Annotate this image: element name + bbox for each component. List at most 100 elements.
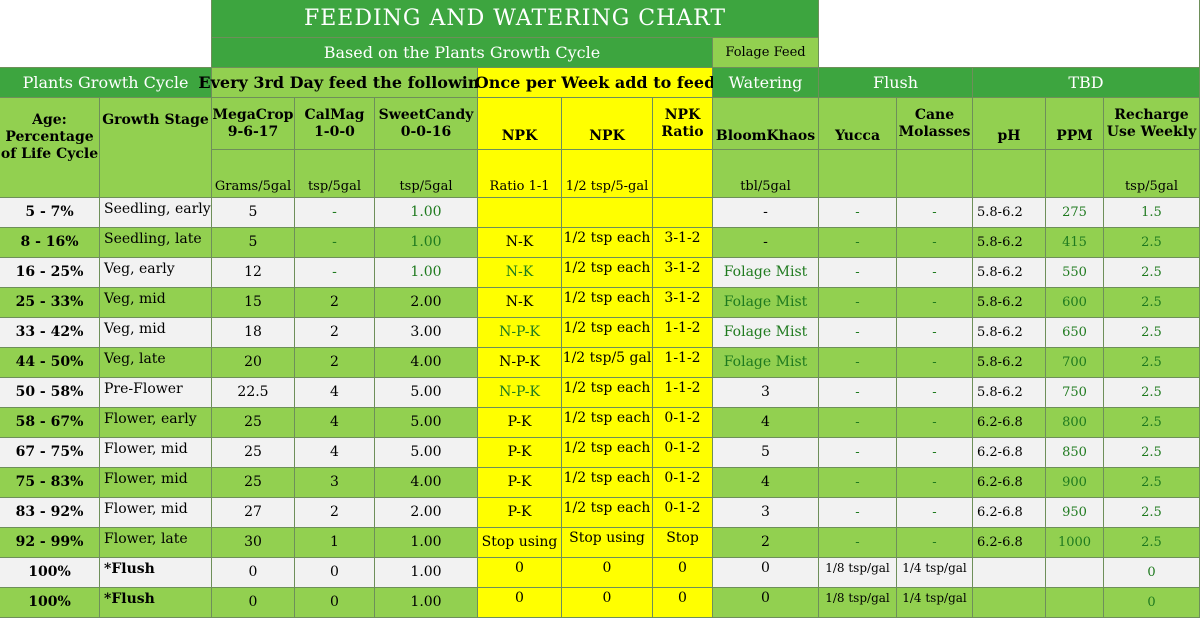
table-cell[interactable]: 1.00 [375,528,478,558]
table-cell[interactable]: 750 [1046,378,1104,408]
table-cell[interactable]: 22.5 [212,378,295,408]
table-cell[interactable]: 1/2 tsp each [562,318,653,348]
table-cell[interactable]: 1.5 [1104,198,1200,228]
table-cell[interactable]: 25 - 33% [0,288,100,318]
table-cell[interactable]: Flower, late [100,528,212,558]
table-cell[interactable]: Folage Mist [713,318,819,348]
table-cell[interactable]: 700 [1046,348,1104,378]
table-cell[interactable]: 0 [478,558,562,588]
table-cell[interactable]: 2 [295,318,375,348]
table-cell[interactable]: 0-1-2 [653,498,713,528]
table-cell[interactable]: 6.2-6.8 [973,438,1046,468]
table-cell[interactable]: 5.00 [375,438,478,468]
col-header-8[interactable]: BloomKhaos [713,98,819,150]
col-header-7[interactable]: NPK Ratio [653,98,713,150]
table-cell[interactable]: - [819,438,897,468]
table-cell[interactable]: Flower, mid [100,438,212,468]
table-cell[interactable]: - [819,198,897,228]
table-cell[interactable] [478,198,562,228]
table-cell[interactable]: N-K [478,288,562,318]
chart-subtitle[interactable]: Based on the Plants Growth Cycle [212,38,713,68]
table-cell[interactable]: 4.00 [375,468,478,498]
table-cell[interactable]: - [819,288,897,318]
table-cell[interactable]: 1/2 tsp each [562,228,653,258]
table-cell[interactable]: 6.2-6.8 [973,408,1046,438]
table-cell[interactable]: 0 [713,558,819,588]
table-cell[interactable]: 15 [212,288,295,318]
table-cell[interactable]: 16 - 25% [0,258,100,288]
table-cell[interactable]: 275 [1046,198,1104,228]
table-cell[interactable]: Stop using [562,528,653,558]
table-cell[interactable]: 0 [478,588,562,618]
table-cell[interactable]: 2 [713,528,819,558]
col-unit-5[interactable]: Ratio 1-1 [478,150,562,198]
table-cell[interactable]: 2.5 [1104,438,1200,468]
table-cell[interactable]: - [295,258,375,288]
table-cell[interactable]: 25 [212,438,295,468]
table-cell[interactable]: P-K [478,408,562,438]
table-cell[interactable]: - [819,318,897,348]
table-cell[interactable]: 2.5 [1104,528,1200,558]
table-cell[interactable]: 0 [562,558,653,588]
table-cell[interactable]: Folage Mist [713,348,819,378]
table-cell[interactable]: 5.8-6.2 [973,288,1046,318]
table-cell[interactable]: 900 [1046,468,1104,498]
table-cell[interactable]: 1.00 [375,228,478,258]
table-cell[interactable] [1046,588,1104,618]
table-cell[interactable]: 5.8-6.2 [973,348,1046,378]
table-cell[interactable]: 2.5 [1104,498,1200,528]
table-cell[interactable]: 1.00 [375,198,478,228]
table-cell[interactable]: - [713,228,819,258]
table-cell[interactable]: 0 [1104,588,1200,618]
table-cell[interactable]: 6.2-6.8 [973,528,1046,558]
table-cell[interactable]: 2.5 [1104,348,1200,378]
col-unit-4[interactable]: tsp/5gal [375,150,478,198]
col-header-3[interactable]: CalMag 1-0-0 [295,98,375,150]
foliage-feed-label[interactable]: Folage Feed [713,38,819,68]
table-cell[interactable]: 5.8-6.2 [973,198,1046,228]
table-cell[interactable]: - [819,378,897,408]
table-cell[interactable]: 5.8-6.2 [973,228,1046,258]
table-cell[interactable]: Seedling, late [100,228,212,258]
table-cell[interactable]: Folage Mist [713,288,819,318]
table-cell[interactable]: 18 [212,318,295,348]
table-cell[interactable]: 0-1-2 [653,438,713,468]
table-cell[interactable]: - [819,468,897,498]
table-cell[interactable]: Veg, late [100,348,212,378]
table-cell[interactable]: 0 [562,588,653,618]
table-cell[interactable]: 3-1-2 [653,288,713,318]
table-cell[interactable]: 67 - 75% [0,438,100,468]
table-cell[interactable]: 1/2 tsp each [562,288,653,318]
table-cell[interactable]: 2.5 [1104,228,1200,258]
table-cell[interactable]: 1-1-2 [653,378,713,408]
table-cell[interactable]: Flower, mid [100,498,212,528]
table-cell[interactable] [562,198,653,228]
table-cell[interactable]: 0 [713,588,819,618]
table-cell[interactable]: - [897,348,973,378]
table-cell[interactable]: 1/8 tsp/gal [819,558,897,588]
table-cell[interactable]: 3 [713,378,819,408]
table-cell[interactable]: 25 [212,408,295,438]
table-cell[interactable]: 1/2 tsp each [562,378,653,408]
table-cell[interactable]: Folage Mist [713,258,819,288]
col-header-12[interactable]: PPM [1046,98,1104,150]
table-cell[interactable]: P-K [478,498,562,528]
table-cell[interactable]: - [897,528,973,558]
table-cell[interactable]: P-K [478,468,562,498]
col-unit-11[interactable] [973,150,1046,198]
table-cell[interactable]: 33 - 42% [0,318,100,348]
table-cell[interactable]: 50 - 58% [0,378,100,408]
table-cell[interactable]: - [819,528,897,558]
table-cell[interactable]: 75 - 83% [0,468,100,498]
table-cell[interactable]: - [897,408,973,438]
table-cell[interactable]: 0-1-2 [653,408,713,438]
table-cell[interactable]: 1-1-2 [653,348,713,378]
table-cell[interactable]: N-P-K [478,318,562,348]
table-cell[interactable]: 5.8-6.2 [973,378,1046,408]
table-cell[interactable]: 800 [1046,408,1104,438]
table-cell[interactable]: 0 [1104,558,1200,588]
table-cell[interactable]: 58 - 67% [0,408,100,438]
table-cell[interactable]: 4 [295,408,375,438]
table-cell[interactable]: 1-1-2 [653,318,713,348]
table-cell[interactable]: 650 [1046,318,1104,348]
